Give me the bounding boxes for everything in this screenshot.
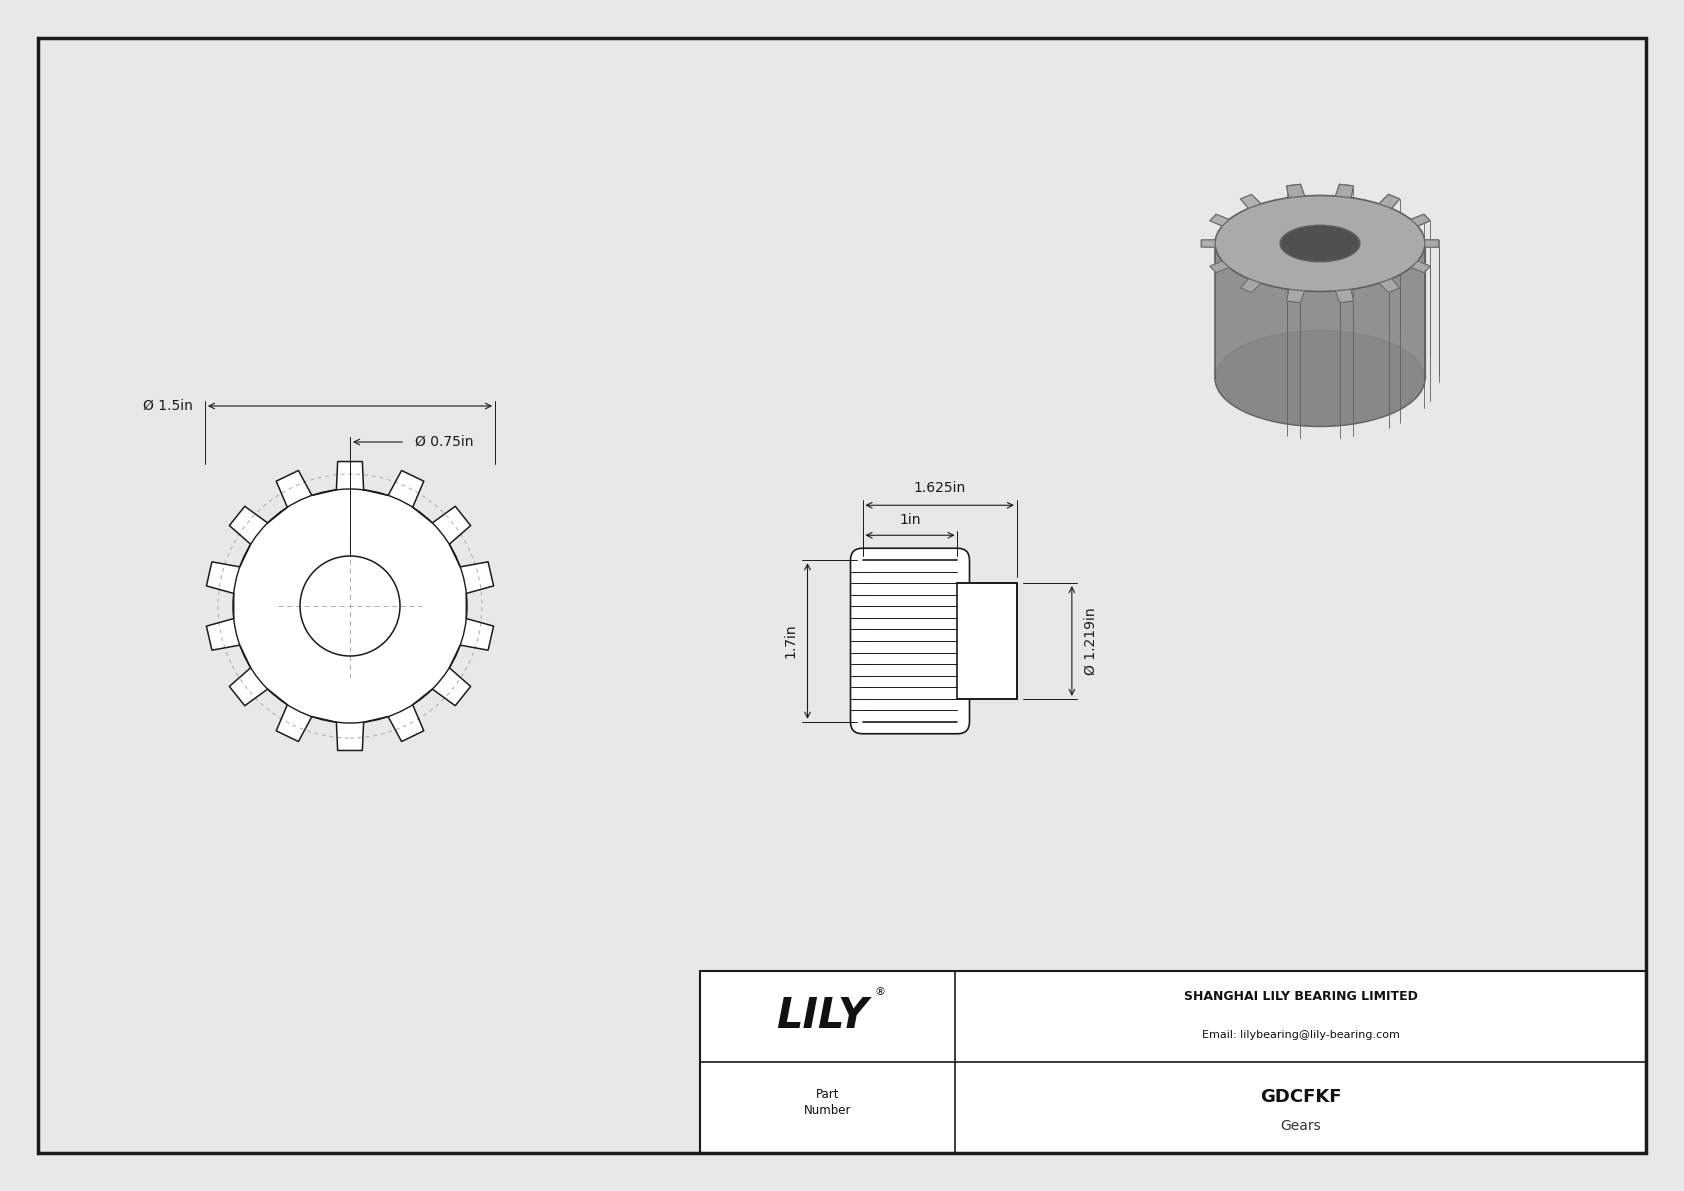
Ellipse shape xyxy=(1214,195,1425,292)
Text: LILY: LILY xyxy=(776,996,869,1037)
Text: GDCFKF: GDCFKF xyxy=(1260,1089,1340,1106)
Polygon shape xyxy=(1287,289,1305,303)
Polygon shape xyxy=(1209,214,1229,226)
Text: SHANGHAI LILY BEARING LIMITED: SHANGHAI LILY BEARING LIMITED xyxy=(1184,990,1418,1003)
Polygon shape xyxy=(1379,279,1399,293)
Polygon shape xyxy=(1335,289,1354,303)
Polygon shape xyxy=(1241,279,1261,293)
Polygon shape xyxy=(1379,194,1399,208)
Text: 1.625in: 1.625in xyxy=(913,481,967,495)
Text: 1in: 1in xyxy=(899,513,921,528)
Polygon shape xyxy=(1411,214,1430,226)
Polygon shape xyxy=(1287,185,1305,198)
Polygon shape xyxy=(1335,185,1354,198)
Text: ®: ® xyxy=(874,987,886,998)
Bar xyxy=(958,584,1017,699)
Polygon shape xyxy=(1379,194,1399,208)
Text: Email: lilybearing@lily-bearing.com: Email: lilybearing@lily-bearing.com xyxy=(1202,1029,1399,1040)
Text: Part
Number: Part Number xyxy=(803,1089,850,1116)
Ellipse shape xyxy=(1214,330,1425,426)
Polygon shape xyxy=(1411,261,1430,273)
Polygon shape xyxy=(1214,243,1425,379)
Text: Ø 0.75in: Ø 0.75in xyxy=(414,435,473,449)
Polygon shape xyxy=(1425,239,1438,248)
Bar xyxy=(701,971,1645,1153)
Text: 1.7in: 1.7in xyxy=(783,624,798,659)
Polygon shape xyxy=(1335,289,1354,303)
Text: Gears: Gears xyxy=(1280,1118,1320,1133)
Text: Ø 1.219in: Ø 1.219in xyxy=(1084,607,1098,675)
Polygon shape xyxy=(1201,239,1216,248)
Polygon shape xyxy=(1411,261,1430,273)
Polygon shape xyxy=(1379,279,1399,293)
Polygon shape xyxy=(1287,185,1305,198)
Polygon shape xyxy=(1209,261,1229,273)
Polygon shape xyxy=(207,462,493,750)
Bar xyxy=(701,971,1645,1153)
Polygon shape xyxy=(1335,185,1354,198)
Polygon shape xyxy=(1287,289,1305,303)
Text: Ø 1.5in: Ø 1.5in xyxy=(143,399,194,413)
Polygon shape xyxy=(1425,239,1438,248)
Ellipse shape xyxy=(1280,225,1361,262)
FancyBboxPatch shape xyxy=(850,548,970,734)
Polygon shape xyxy=(1241,194,1261,208)
Polygon shape xyxy=(1411,214,1430,226)
